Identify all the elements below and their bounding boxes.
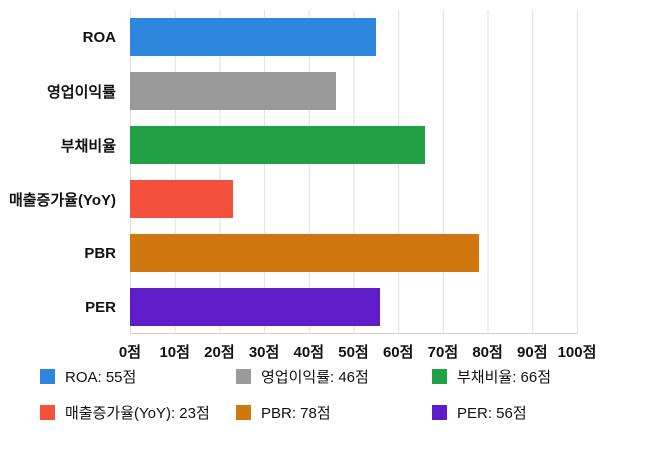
- x-tick-label-5: 50점: [338, 344, 369, 361]
- bar-3: [130, 180, 233, 218]
- category-label-4: PBR: [84, 244, 116, 262]
- chart-row-0: [130, 10, 577, 64]
- chart-row-2: [130, 118, 577, 172]
- bar-1: [130, 72, 336, 110]
- x-tick-label-6: 60점: [382, 344, 414, 361]
- x-tick-label-10: 100점: [557, 344, 597, 361]
- legend-label: 영업이익률: 46점: [261, 369, 369, 386]
- legend-swatch-icon: [236, 369, 251, 384]
- category-label-0: ROA: [82, 28, 116, 46]
- legend-item-2: 부채비율: 66점: [432, 366, 628, 387]
- legend-item-3: 매출증가율(YoY): 23점: [40, 402, 236, 423]
- legend-label: PBR: 78점: [261, 405, 331, 422]
- x-tick-label-0: 0점: [118, 344, 142, 361]
- x-tick-label-4: 40점: [293, 344, 325, 361]
- x-tick-label-2: 20점: [204, 344, 235, 361]
- legend-label: 매출증가율(YoY): 23점: [65, 405, 210, 422]
- chart-row-4: [130, 226, 577, 280]
- x-tick-label-9: 90점: [517, 344, 548, 361]
- chart-row-3: [130, 172, 577, 226]
- category-label-2: 부채비율: [60, 137, 116, 155]
- legend-label: 부채비율: 66점: [457, 369, 552, 386]
- bar-0: [130, 18, 376, 56]
- bar-4: [130, 234, 479, 272]
- category-label-1: 영업이익률: [46, 83, 116, 101]
- bar-5: [130, 288, 381, 326]
- legend-swatch-icon: [432, 405, 447, 420]
- chart-row-1: [130, 64, 577, 118]
- legend-item-0: ROA: 55점: [40, 366, 236, 387]
- category-label-3: 매출증가율(YoY): [8, 191, 116, 209]
- legend-item-4: PBR: 78점: [236, 402, 432, 423]
- legend-label: PER: 56점: [457, 405, 527, 422]
- chart-rows: [130, 10, 577, 334]
- legend-swatch-icon: [40, 369, 55, 384]
- legend-label: ROA: 55점: [65, 369, 137, 386]
- x-tick-label-7: 70점: [427, 344, 459, 361]
- chart-row-5: [130, 280, 577, 334]
- legend-item-1: 영업이익률: 46점: [236, 366, 432, 387]
- x-tick-label-8: 80점: [472, 344, 503, 361]
- x-tick-label-1: 10점: [159, 344, 190, 361]
- legend-swatch-icon: [40, 405, 55, 420]
- x-axis-labels: 0점 10점 20점 30점 40점 50점 60점 70점 80점 90점 100점: [119, 333, 596, 363]
- plot-area: 0점 10점 20점 30점 40점 50점 60점 70점 80점 90점 100점: [119, 10, 596, 361]
- legend-swatch-icon: [236, 405, 251, 420]
- bar-2: [130, 126, 426, 164]
- legend-swatch-icon: [432, 369, 447, 384]
- category-label-5: PER: [85, 298, 116, 316]
- x-tick-label-3: 30점: [248, 344, 280, 361]
- legend-item-5: PER: 56점: [432, 402, 628, 423]
